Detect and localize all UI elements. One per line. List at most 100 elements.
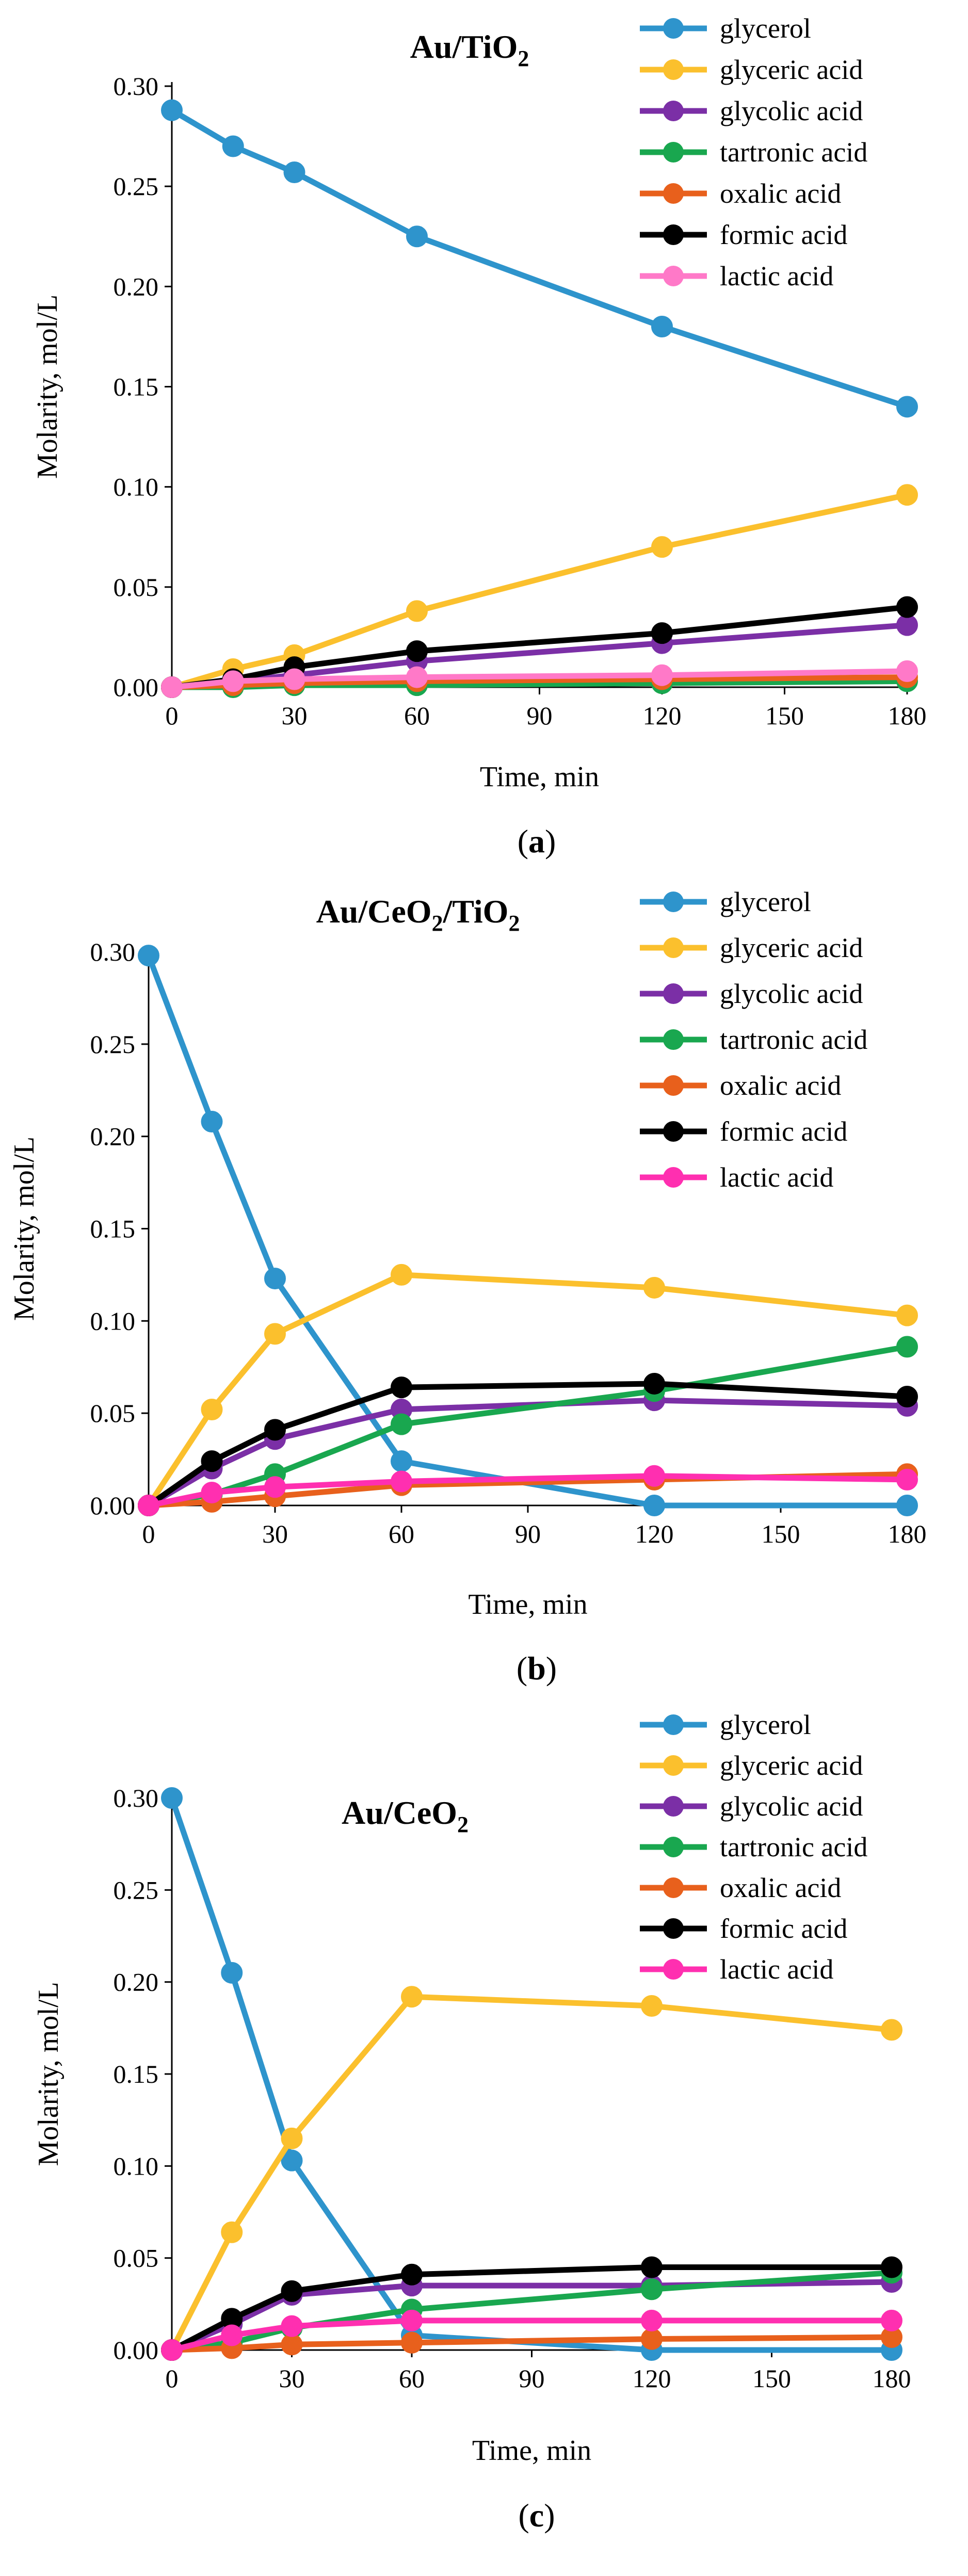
y-tick-label: 0.30 bbox=[90, 937, 136, 966]
data-point bbox=[406, 225, 428, 248]
legend-item: glyceric acid bbox=[640, 1750, 863, 1781]
x-tick-label: 180 bbox=[873, 2364, 911, 2393]
series-glycerol bbox=[138, 945, 918, 1516]
legend-item: glycerol bbox=[640, 886, 811, 917]
y-tick-label: 0.00 bbox=[90, 1491, 136, 1520]
legend-label: glycolic acid bbox=[720, 978, 863, 1009]
y-tick-label: 0.10 bbox=[114, 473, 159, 501]
legend-label: glycerol bbox=[720, 1709, 811, 1740]
legend-item: lactic acid bbox=[640, 1162, 833, 1193]
legend-item: lactic acid bbox=[640, 261, 833, 291]
legend-item: glycolic acid bbox=[640, 1791, 863, 1822]
data-point bbox=[391, 1263, 412, 1286]
data-point bbox=[641, 2278, 663, 2300]
data-point bbox=[201, 1481, 223, 1503]
legend-label: tartronic acid bbox=[720, 137, 867, 168]
data-point bbox=[391, 1413, 412, 1435]
data-point bbox=[896, 1336, 918, 1358]
data-point bbox=[651, 316, 673, 337]
x-tick-label: 0 bbox=[166, 2364, 179, 2393]
x-tick-label: 90 bbox=[515, 1519, 541, 1548]
data-point bbox=[401, 2309, 423, 2331]
legend-swatch-marker bbox=[663, 1959, 684, 1980]
y-tick-label: 0.10 bbox=[114, 2151, 159, 2180]
legend-swatch-marker bbox=[663, 266, 684, 286]
panel-label-letter: a bbox=[528, 823, 545, 860]
series-line bbox=[169, 2264, 895, 2353]
chart-title-subscript: 2 bbox=[457, 1812, 469, 1837]
x-tick-label: 150 bbox=[762, 1519, 800, 1548]
data-point bbox=[264, 1476, 286, 1498]
data-point bbox=[281, 2127, 303, 2149]
data-point bbox=[401, 1986, 423, 2008]
legend-label: formic acid bbox=[720, 219, 847, 250]
series-line bbox=[169, 1994, 895, 2353]
legend-label: oxalic acid bbox=[720, 178, 841, 209]
legend-label: oxalic acid bbox=[720, 1070, 841, 1101]
data-point bbox=[221, 1962, 243, 1984]
legend-label: lactic acid bbox=[720, 1954, 833, 1985]
data-point bbox=[138, 1495, 159, 1516]
chart-title: Au/CeO2/TiO2 bbox=[316, 893, 520, 936]
legend-swatch-marker bbox=[663, 1837, 684, 1857]
legend-swatch-marker bbox=[663, 18, 684, 39]
legend-item: glyceric acid bbox=[640, 932, 863, 963]
legend-label: glyceric acid bbox=[720, 932, 863, 963]
data-point bbox=[643, 1495, 665, 1516]
y-tick-label: 0.25 bbox=[90, 1030, 136, 1059]
panel-label-paren: ) bbox=[545, 823, 556, 860]
data-point bbox=[283, 161, 305, 183]
legend-item: formic acid bbox=[640, 1116, 847, 1147]
legend-label: glyceric acid bbox=[720, 54, 863, 85]
legend-swatch-marker bbox=[663, 1755, 684, 1776]
legend-swatch-marker bbox=[663, 937, 684, 958]
chart-title: Au/CeO2 bbox=[342, 1794, 469, 1837]
x-tick-label: 150 bbox=[765, 701, 804, 730]
legend-swatch-marker bbox=[663, 224, 684, 245]
legend: glycerol glyceric acid glycolic acid tartro… bbox=[640, 13, 867, 291]
y-tick-label: 0.30 bbox=[114, 72, 159, 101]
data-point bbox=[896, 1468, 918, 1490]
data-point bbox=[651, 664, 673, 686]
legend-swatch-marker bbox=[663, 183, 684, 204]
panel-label-paren: ( bbox=[517, 1650, 527, 1687]
legend-item: formic acid bbox=[640, 219, 847, 250]
legend-swatch-marker bbox=[663, 1029, 684, 1050]
panel-label: (b) bbox=[517, 1650, 557, 1687]
series-glycerol bbox=[161, 99, 918, 418]
legend: glycerol glyceric acid glycolic acid tartro… bbox=[640, 1709, 867, 1985]
data-point bbox=[161, 1787, 183, 1809]
data-point bbox=[896, 1495, 918, 1516]
chart-panel-b: 0.00 0.05 0.10 0.15 0.20 0.25 0.30 0 30 60 90 120 15… bbox=[8, 886, 927, 1687]
data-point bbox=[896, 396, 918, 418]
y-tick-label: 0.05 bbox=[114, 2244, 159, 2273]
panel-label-letter: b bbox=[527, 1650, 546, 1687]
x-tick-label: 120 bbox=[635, 1519, 674, 1548]
panel-label-paren: ( bbox=[518, 823, 528, 860]
data-point bbox=[643, 1372, 665, 1395]
legend-swatch-marker bbox=[663, 983, 684, 1004]
x-tick-label: 90 bbox=[527, 701, 553, 730]
series-line bbox=[169, 107, 910, 410]
series-line bbox=[146, 1397, 910, 1509]
legend-item: formic acid bbox=[640, 1913, 847, 1944]
series-glyceric-acid bbox=[161, 1986, 902, 2361]
legend-swatch-marker bbox=[663, 1877, 684, 1898]
series-line bbox=[146, 1272, 910, 1509]
data-point bbox=[643, 1465, 665, 1487]
data-point bbox=[264, 1419, 286, 1441]
legend-label: lactic acid bbox=[720, 1162, 833, 1193]
data-point bbox=[161, 99, 183, 121]
data-point bbox=[161, 2339, 183, 2361]
data-point bbox=[201, 1111, 223, 1133]
data-point bbox=[401, 2331, 423, 2354]
legend-item: tartronic acid bbox=[640, 1832, 867, 1862]
data-point bbox=[406, 666, 428, 688]
legend-label: oxalic acid bbox=[720, 1872, 841, 1903]
y-tick-label: 0.05 bbox=[90, 1399, 136, 1428]
y-tick-label: 0.20 bbox=[114, 1968, 159, 1997]
chart-title-text: Au/CeO bbox=[316, 893, 432, 930]
data-point bbox=[896, 596, 918, 618]
legend-label: tartronic acid bbox=[720, 1024, 867, 1055]
legend-item: oxalic acid bbox=[640, 178, 841, 209]
